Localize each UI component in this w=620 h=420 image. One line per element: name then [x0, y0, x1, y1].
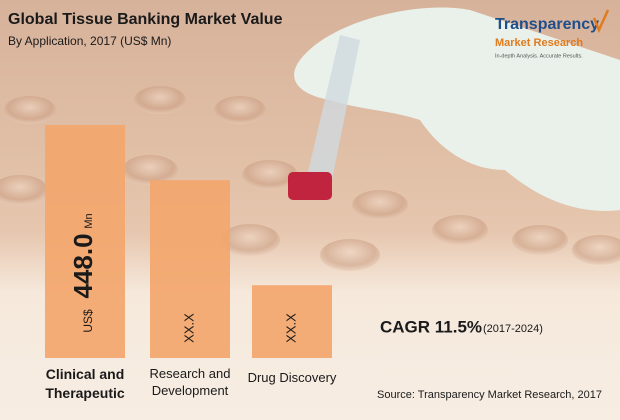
- category-label: Clinical and Therapeutic: [45, 366, 125, 401]
- sample: [288, 172, 332, 200]
- category-label: Drug Discovery: [247, 370, 337, 385]
- test-tube: [305, 35, 360, 190]
- vials: [0, 86, 620, 271]
- category-label: Research and Development: [149, 366, 231, 398]
- chart-title: Global Tissue Banking Market Value: [8, 11, 283, 28]
- source: Source: Transparency Market Research, 20…: [377, 389, 602, 401]
- bar: [252, 285, 332, 358]
- value-label: XX.X: [283, 313, 298, 343]
- logo-tagline: In-depth Analysis. Accurate Results.: [495, 53, 583, 59]
- chart-subtitle: By Application, 2017 (US$ Mn): [8, 34, 171, 48]
- value-label-group: XX.X: [181, 313, 196, 343]
- value-label: XX.X: [181, 313, 196, 343]
- bar: [45, 125, 125, 358]
- cagr: CAGR 11.5%: [380, 317, 482, 336]
- logo-mark: [592, 9, 610, 34]
- logo-name: Transparency: [495, 16, 599, 33]
- logo-sub: Market Research: [495, 37, 583, 49]
- value-prefix: US$: [81, 309, 95, 333]
- value-unit: Mn: [83, 213, 95, 228]
- value-label-group: XX.X: [283, 313, 298, 343]
- bar: [150, 180, 230, 358]
- cagr-period: (2017-2024): [483, 323, 543, 335]
- glove: [294, 7, 620, 211]
- value-label-group: US$ 448.0 Mn: [68, 213, 98, 332]
- value-label: 448.0: [68, 233, 98, 298]
